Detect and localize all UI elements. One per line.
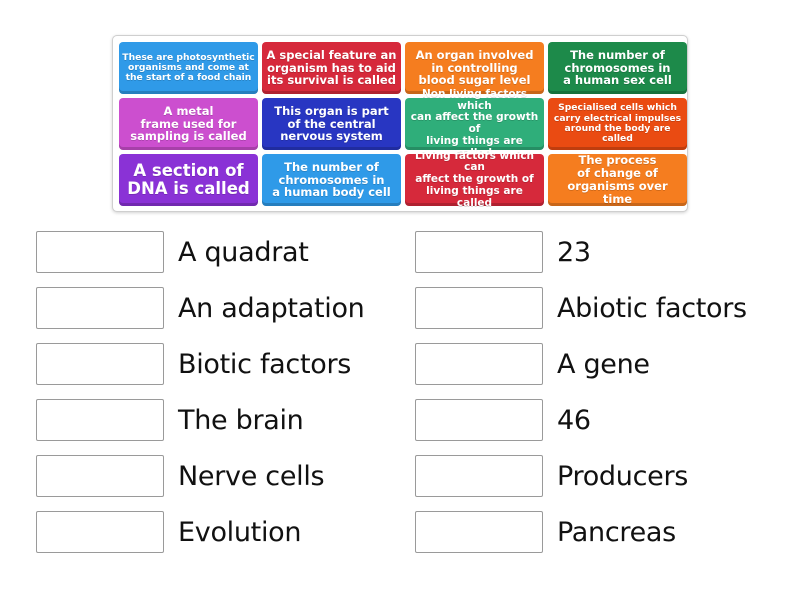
answer-label: 46	[557, 404, 591, 436]
answer-label: Pancreas	[557, 516, 676, 548]
draggable-card[interactable]: The number of chromosomes in a human sex…	[548, 42, 687, 94]
answer-row: Evolution	[36, 511, 302, 553]
answer-row: Nerve cells	[36, 455, 325, 497]
answer-label: Nerve cells	[178, 460, 325, 492]
drop-zone[interactable]	[415, 343, 543, 385]
answer-row: Pancreas	[415, 511, 676, 553]
drop-zone[interactable]	[415, 399, 543, 441]
card-grid: These are photosynthetic organisms and c…	[119, 42, 687, 208]
answer-label: Abiotic factors	[557, 292, 747, 324]
card-text: Non living factors which can affect the …	[410, 87, 539, 159]
drop-zone[interactable]	[415, 287, 543, 329]
drop-zone[interactable]	[415, 455, 543, 497]
answer-label: A quadrat	[178, 236, 309, 268]
draggable-card[interactable]: An organ involved in controlling blood s…	[405, 42, 544, 94]
card-text: This organ is part of the central nervou…	[274, 103, 389, 144]
answer-row: A gene	[415, 343, 650, 385]
draggable-card[interactable]: A special feature an organism has to aid…	[262, 42, 401, 94]
card-text: The process of change of organisms over …	[567, 153, 668, 206]
card-text: A section of DNA is called	[127, 160, 250, 198]
draggable-card[interactable]: A section of DNA is called	[119, 154, 258, 206]
draggable-card[interactable]: These are photosynthetic organisms and c…	[119, 42, 258, 94]
answer-label: Producers	[557, 460, 689, 492]
answer-label: A gene	[557, 348, 650, 380]
drop-zone[interactable]	[36, 287, 164, 329]
answer-row: Biotic factors	[36, 343, 351, 385]
answer-label: Biotic factors	[178, 348, 352, 380]
draggable-card[interactable]: A metal frame used for sampling is calle…	[119, 98, 258, 150]
answer-row: 23	[415, 231, 591, 273]
answer-label: 23	[557, 236, 591, 268]
answer-row: The brain	[36, 399, 304, 441]
drop-zone[interactable]	[415, 511, 543, 553]
card-text: The number of chromosomes in a human sex…	[563, 47, 672, 88]
answer-label: An adaptation	[178, 292, 365, 324]
answer-label: The brain	[178, 404, 304, 436]
card-text: Specialised cells which carry electrical…	[553, 102, 682, 145]
drop-zone[interactable]	[36, 455, 164, 497]
draggable-card[interactable]: Non living factors which can affect the …	[405, 88, 544, 158]
card-text: The number of chromosomes in a human bod…	[272, 159, 391, 200]
answer-row: Producers	[415, 455, 688, 497]
draggable-card[interactable]: The process of change of organisms over …	[548, 154, 687, 206]
draggable-card[interactable]: Specialised cells which carry electrical…	[548, 98, 687, 150]
answer-row: An adaptation	[36, 287, 365, 329]
answer-row: A quadrat	[36, 231, 309, 273]
draggable-card[interactable]: Living factors which can affect the grow…	[405, 150, 544, 208]
card-text: A metal frame used for sampling is calle…	[130, 103, 247, 144]
card-text: An organ involved in controlling blood s…	[415, 47, 534, 88]
card-text: Living factors which can affect the grow…	[414, 149, 535, 209]
draggable-card[interactable]: The number of chromosomes in a human bod…	[262, 154, 401, 206]
card-tray: These are photosynthetic organisms and c…	[112, 35, 688, 212]
card-text: A special feature an organism has to aid…	[266, 47, 397, 88]
draggable-card[interactable]: This organ is part of the central nervou…	[262, 98, 401, 150]
answer-label: Evolution	[178, 516, 302, 548]
answer-row: Abiotic factors	[415, 287, 747, 329]
answer-row: 46	[415, 399, 591, 441]
drop-zone[interactable]	[36, 511, 164, 553]
drop-zone[interactable]	[415, 231, 543, 273]
card-text: These are photosynthetic organisms and c…	[122, 51, 255, 84]
drop-zone[interactable]	[36, 231, 164, 273]
drop-zone[interactable]	[36, 343, 164, 385]
drop-zone[interactable]	[36, 399, 164, 441]
